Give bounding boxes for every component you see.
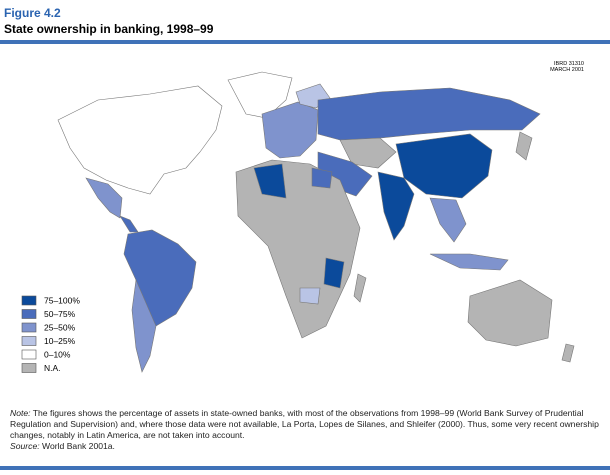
legend-label: 10–25% bbox=[44, 336, 76, 346]
mexico bbox=[85, 177, 123, 219]
china bbox=[395, 133, 493, 199]
india bbox=[377, 171, 415, 241]
world-map: IBRD 31310 MARCH 2001 bbox=[21, 61, 584, 373]
bottom-rule bbox=[0, 466, 610, 470]
map-stamp: MARCH 2001 bbox=[550, 67, 584, 73]
legend-swatch bbox=[21, 295, 37, 306]
source-line: Source: World Bank 2001a. bbox=[10, 441, 602, 452]
legend-swatch bbox=[21, 349, 37, 360]
source-text: World Bank 2001a. bbox=[42, 441, 115, 451]
russia bbox=[317, 87, 541, 141]
note-text: The figures shows the percentage of asse… bbox=[10, 408, 599, 440]
indonesia bbox=[429, 253, 509, 271]
southern-africa bbox=[299, 287, 321, 305]
brazil bbox=[123, 229, 197, 327]
southeast-asia bbox=[429, 197, 467, 243]
legend-label: 75–100% bbox=[44, 296, 80, 306]
legend-swatch bbox=[21, 309, 37, 319]
legend-swatch bbox=[21, 363, 37, 373]
algeria bbox=[253, 163, 287, 199]
central-asia bbox=[339, 137, 397, 169]
australia bbox=[467, 279, 553, 347]
argentina bbox=[131, 278, 157, 373]
legend-label: 0–10% bbox=[44, 350, 71, 360]
land-masses bbox=[57, 71, 575, 373]
legend-label: N.A. bbox=[44, 363, 61, 373]
central-america bbox=[119, 215, 139, 233]
source-label: Source: bbox=[10, 441, 40, 451]
madagascar bbox=[353, 273, 367, 303]
japan bbox=[515, 131, 533, 161]
greenland bbox=[227, 71, 293, 119]
egypt bbox=[311, 167, 333, 189]
legend-label: 25–50% bbox=[44, 323, 76, 333]
legend-label: 50–75% bbox=[44, 309, 76, 319]
note: Note: The figures shows the percentage o… bbox=[10, 408, 602, 452]
note-label: Note: bbox=[10, 408, 31, 418]
note-body: Note: The figures shows the percentage o… bbox=[10, 408, 602, 441]
tanzania bbox=[323, 257, 345, 289]
legend-swatch bbox=[21, 336, 37, 346]
top-rule bbox=[0, 40, 610, 44]
map-stamp: IBRD 31310 bbox=[554, 61, 584, 67]
africa bbox=[235, 159, 361, 339]
figure-label: Figure 4.2 bbox=[4, 6, 61, 20]
legend: 75–100% 50–75% 25–50% 10–25% 0–10% N.A. bbox=[21, 295, 80, 373]
new-zealand bbox=[561, 343, 575, 363]
legend-swatch bbox=[21, 322, 37, 333]
figure-title: State ownership in banking, 1998–99 bbox=[4, 22, 214, 36]
north-america bbox=[57, 85, 223, 195]
